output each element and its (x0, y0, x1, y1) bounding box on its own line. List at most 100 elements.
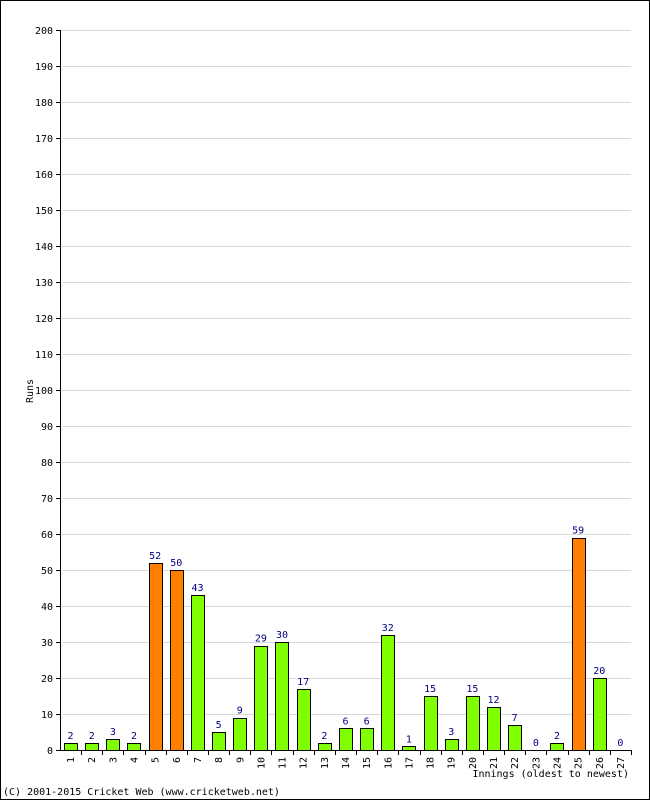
data-label: 29 (255, 634, 267, 645)
bar-innings-26 (593, 678, 607, 751)
y-axis-title: Runs (25, 379, 36, 403)
y-tick-label: 80 (41, 458, 53, 469)
bar-innings-25 (572, 538, 586, 751)
data-label: 17 (297, 677, 309, 688)
x-tick-label: 27 (616, 757, 627, 769)
bar-innings-8 (212, 732, 226, 751)
x-tick-label: 12 (299, 757, 310, 769)
x-tick-label: 16 (383, 757, 394, 769)
y-tick-label: 70 (41, 494, 53, 505)
data-label: 2 (131, 731, 137, 742)
bar-innings-18 (424, 696, 438, 751)
data-label: 20 (593, 666, 605, 677)
bar-innings-20 (466, 696, 480, 751)
y-tick-label: 160 (35, 170, 53, 181)
bar-innings-15 (360, 728, 374, 751)
data-label: 0 (533, 738, 539, 749)
bar-innings-14 (339, 728, 353, 751)
bar-innings-1 (64, 743, 78, 751)
y-tick-label: 50 (41, 566, 53, 577)
data-label: 2 (89, 731, 95, 742)
data-label: 3 (110, 727, 116, 738)
data-label: 32 (382, 623, 394, 634)
x-tick-label: 4 (130, 757, 141, 763)
data-label: 52 (149, 551, 161, 562)
bars (64, 538, 607, 751)
y-tick-label: 120 (35, 314, 53, 325)
bar-innings-10 (254, 646, 268, 751)
y-tick-label: 90 (41, 422, 53, 433)
x-tick-label: 8 (214, 757, 225, 763)
y-tick-label: 170 (35, 134, 53, 145)
data-label: 6 (364, 716, 370, 727)
y-tick-label: 30 (41, 638, 53, 649)
x-tick-label: 11 (278, 757, 289, 769)
bar-innings-7 (191, 595, 205, 751)
bar-innings-3 (106, 739, 120, 751)
x-tick-label: 1 (66, 757, 77, 763)
y-tick-label: 40 (41, 602, 53, 613)
x-tick-label: 2 (87, 757, 98, 763)
bar-innings-5 (149, 563, 163, 751)
data-label: 15 (424, 684, 436, 695)
bar-innings-24 (550, 743, 564, 751)
x-tick-label: 10 (256, 757, 267, 769)
x-tick-label: 22 (510, 757, 521, 769)
x-tick-label: 9 (235, 757, 246, 763)
bar-innings-22 (508, 725, 522, 751)
data-label: 15 (466, 684, 478, 695)
x-tick-label: 18 (426, 757, 437, 769)
bar-innings-2 (85, 743, 99, 751)
bar-innings-21 (487, 707, 501, 751)
data-label: 12 (488, 695, 500, 706)
x-tick-label: 26 (595, 757, 606, 769)
y-tick-label: 0 (47, 746, 53, 757)
y-tick-label: 60 (41, 530, 53, 541)
y-tick-label: 20 (41, 674, 53, 685)
bar-innings-13 (318, 743, 332, 751)
bar-innings-4 (127, 743, 141, 751)
x-tick-label: 3 (108, 757, 119, 763)
x-tick-label: 7 (193, 757, 204, 763)
x-tick-label: 15 (362, 757, 373, 769)
data-label: 0 (617, 738, 623, 749)
y-tick-label: 190 (35, 62, 53, 73)
y-tick-label: 100 (35, 386, 53, 397)
data-label: 50 (170, 558, 182, 569)
gridlines (60, 30, 631, 715)
bar-innings-6 (170, 570, 184, 751)
bar-innings-12 (297, 689, 311, 751)
bar-innings-17 (402, 746, 416, 751)
y-tick-label: 130 (35, 278, 53, 289)
data-label: 2 (321, 731, 327, 742)
bar-innings-19 (445, 739, 459, 751)
x-tick-label: 17 (404, 757, 415, 769)
copyright-footer: (C) 2001-2015 Cricket Web (www.cricketwe… (3, 787, 280, 798)
x-axis-title: Innings (oldest to newest) (472, 769, 629, 780)
data-label: 5 (216, 720, 222, 731)
x-tick-label: 23 (531, 757, 542, 769)
x-tick-label: 21 (489, 757, 500, 769)
y-tick-label: 180 (35, 98, 53, 109)
data-label: 30 (276, 630, 288, 641)
bar-innings-16 (381, 635, 395, 751)
y-tick-label: 140 (35, 242, 53, 253)
x-tick-label: 19 (447, 757, 458, 769)
x-tick-label: 13 (320, 757, 331, 769)
data-label: 7 (512, 713, 518, 724)
data-label: 2 (68, 731, 74, 742)
data-label: 3 (448, 727, 454, 738)
y-tick-label: 10 (41, 710, 53, 721)
y-tick-label: 110 (35, 350, 53, 361)
data-label: 43 (191, 583, 203, 594)
x-tick-label: 14 (341, 757, 352, 769)
x-tick-label: 20 (468, 757, 479, 769)
data-label: 6 (342, 716, 348, 727)
x-tick-label: 6 (172, 757, 183, 763)
bar-innings-11 (275, 642, 289, 751)
data-label: 9 (237, 706, 243, 717)
y-tick-label: 200 (35, 26, 53, 37)
